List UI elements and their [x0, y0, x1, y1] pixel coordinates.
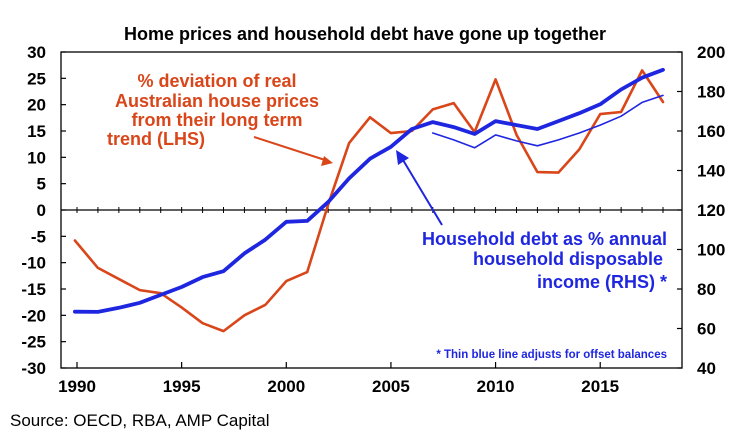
y-left-tick-label: -5: [31, 227, 46, 246]
household-debt-line: [73, 67, 665, 314]
y-left-tick-label: -25: [21, 333, 46, 352]
y-right-tick-label: 180: [697, 83, 725, 102]
red-annotation-line: trend (LHS): [107, 129, 205, 149]
chart-title: Home prices and household debt have gone…: [124, 24, 606, 44]
red-arrow-head: [321, 156, 333, 166]
offset-note: * Thin blue line adjusts for offset bala…: [436, 349, 667, 361]
x-tick-label: 2015: [581, 377, 619, 396]
red-annotation: % deviation of real Australian house pri…: [107, 71, 333, 166]
x-tick-label: 2005: [372, 377, 410, 396]
red-annotation-arrow: [253, 136, 326, 161]
y-left-tick-label: -30: [21, 359, 46, 378]
blue-annotation-line: Household debt as % annual: [422, 229, 667, 249]
y-left-tick-label: 30: [27, 43, 46, 62]
red-annotation-line: from their long term: [131, 110, 302, 130]
blue-annotation-line: income (RHS) *: [537, 272, 667, 292]
blue-arrow-head: [396, 150, 409, 165]
x-axis: 1990 1995 2000 2005 2010 2015: [58, 207, 664, 396]
y-right-tick-label: 200: [697, 43, 725, 62]
y-right-tick-label: 100: [697, 241, 725, 260]
y-left-tick-label: 10: [27, 148, 46, 167]
household-debt-offset-line: [431, 94, 664, 149]
x-tick-label: 1990: [58, 377, 96, 396]
y-right-tick-label: 140: [697, 162, 725, 181]
y-right-tick-label: 80: [697, 280, 716, 299]
source-note: Source: OECD, RBA, AMP Capital: [10, 411, 270, 430]
y-left-tick-label: 25: [27, 69, 46, 88]
blue-annotation: Household debt as % annual household dis…: [396, 150, 667, 361]
x-tick-label: 1995: [163, 377, 201, 396]
red-annotation-line: Australian house prices: [115, 91, 319, 111]
y-left-tick-label: -15: [21, 280, 46, 299]
y-left-tick-label: 5: [37, 175, 46, 194]
left-axis: -30 -25 -20 -15 -10 -5 0 5 10 15 20 25 30: [21, 43, 66, 378]
x-tick-label: 2000: [267, 377, 305, 396]
y-left-tick-label: 15: [27, 122, 46, 141]
y-right-tick-label: 40: [697, 359, 716, 378]
y-left-tick-label: -20: [21, 306, 46, 325]
y-right-tick-label: 160: [697, 122, 725, 141]
y-left-tick-label: 0: [37, 201, 46, 220]
red-annotation-line: % deviation of real: [137, 71, 296, 91]
y-left-tick-label: -10: [21, 254, 46, 273]
series-layer: [73, 67, 665, 333]
y-right-tick-label: 60: [697, 320, 716, 339]
blue-annotation-arrow: [402, 159, 443, 226]
x-tick-label: 2010: [477, 377, 515, 396]
y-left-tick-label: 20: [27, 96, 46, 115]
right-axis: 40 60 80 100 120 140 160 180 200: [677, 43, 725, 378]
house-price-deviation-line: [73, 69, 665, 333]
y-right-tick-label: 120: [697, 201, 725, 220]
blue-annotation-line: household disposable: [473, 249, 663, 269]
